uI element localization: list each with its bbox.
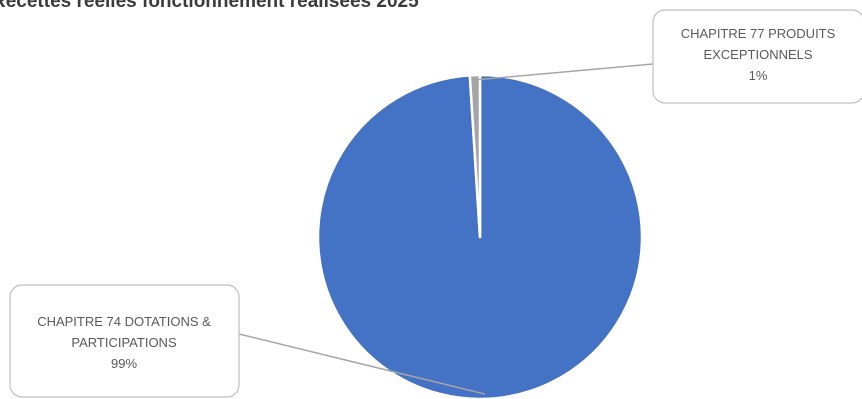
- callout-box-1: [9, 284, 240, 398]
- slice-name-label-1: CHAPITRE 74 DOTATIONS &: [37, 314, 211, 329]
- callout-box-2: [652, 9, 862, 104]
- callout-leader-1: [238, 333, 486, 395]
- slice-percent-label-2: 1%: [749, 68, 768, 83]
- slice-name-label-1: PARTICIPATIONS: [71, 335, 177, 350]
- pie-slice-2: [468, 73, 482, 239]
- slice-name-label-2: EXCEPTIONNELS: [703, 47, 812, 62]
- callout-leader-2: [474, 63, 654, 81]
- slice-name-label-2: CHAPITRE 77 PRODUITS: [681, 26, 836, 41]
- chart-title: Recettes réelles fonctionnement réalisée…: [0, 0, 419, 12]
- slice-percent-label-1: 99%: [111, 356, 137, 371]
